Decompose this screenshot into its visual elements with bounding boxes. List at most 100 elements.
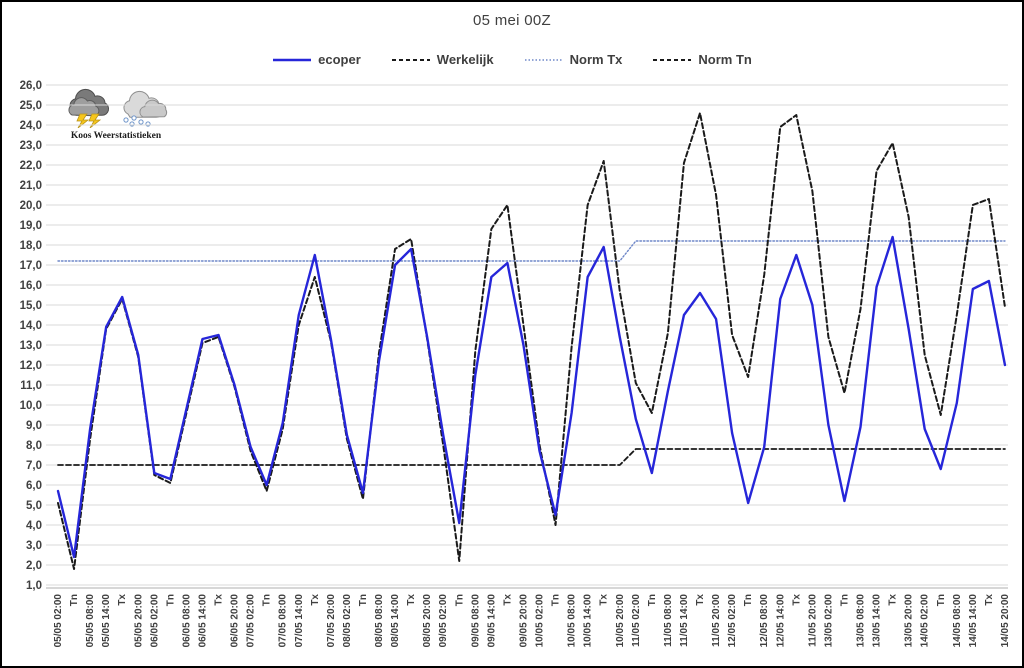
x-tick-label: Tx xyxy=(791,594,802,606)
y-tick-label: 17,0 xyxy=(20,260,42,272)
x-tick-label: 07/05 14:00 xyxy=(294,594,305,648)
y-tick-label: 10,0 xyxy=(20,400,42,412)
y-tick-label: 9,0 xyxy=(26,420,42,432)
x-tick-label: 05/05 14:00 xyxy=(101,594,112,648)
x-tick-label: 12/05 14:00 xyxy=(775,594,786,648)
y-tick-label: 12,0 xyxy=(20,360,42,372)
x-tick-label: Tn xyxy=(647,594,658,606)
y-tick-label: 14,0 xyxy=(20,320,42,332)
x-tick-label: Tn xyxy=(936,594,947,606)
x-tick-label: 14/05 02:00 xyxy=(920,594,931,648)
x-tick-label: 11/05 02:00 xyxy=(631,594,642,647)
x-tick-label: Tn xyxy=(69,594,80,606)
x-tick-label: 05/05 08:00 xyxy=(85,594,96,648)
x-tick-label: Tn xyxy=(165,594,176,606)
x-tick-label: 10/05 14:00 xyxy=(583,594,594,648)
y-tick-label: 15,0 xyxy=(20,300,42,312)
x-tick-label: 07/05 20:00 xyxy=(326,594,337,648)
chart-title: 05 mei 00Z xyxy=(472,12,552,29)
x-tick-label: 08/05 20:00 xyxy=(422,594,433,648)
x-tick-label: Tn xyxy=(358,594,369,606)
y-tick-label: 1,0 xyxy=(26,580,42,592)
x-tick-label: 07/05 02:00 xyxy=(246,594,257,648)
y-tick-label: 13,0 xyxy=(20,340,42,352)
x-tick-label: 10/05 02:00 xyxy=(535,594,546,648)
x-tick-label: Tx xyxy=(406,594,417,606)
legend-label: Werkelijk xyxy=(436,52,494,67)
storm-cloud-icon xyxy=(68,88,110,128)
x-tick-label: 05/05 20:00 xyxy=(133,594,144,648)
y-tick-label: 21,0 xyxy=(20,180,42,192)
x-tick-label: 14/05 20:00 xyxy=(1000,594,1011,648)
x-tick-label: Tn xyxy=(839,594,850,606)
y-tick-label: 6,0 xyxy=(26,480,42,492)
y-tick-label: 19,0 xyxy=(20,220,42,232)
logo-icons xyxy=(58,88,174,128)
x-tick-label: 09/05 02:00 xyxy=(438,594,449,648)
x-tick-label: Tx xyxy=(214,594,225,606)
solid-line-icon xyxy=(273,58,312,61)
legend: ecoper Werkelijk Norm Tx Norm Tn xyxy=(2,52,1022,67)
y-tick-label: 8,0 xyxy=(26,440,42,452)
x-tick-label: 06/05 02:00 xyxy=(149,594,160,648)
x-tick-label: 10/05 08:00 xyxy=(567,594,578,648)
x-tick-label: Tx xyxy=(310,594,321,606)
x-tick-label: Tx xyxy=(695,594,706,606)
legend-item-norm-tx: Norm Tx xyxy=(524,52,623,67)
x-tick-label: Tn xyxy=(262,594,273,606)
series-ecoper xyxy=(56,235,1007,559)
x-tick-label: 09/05 08:00 xyxy=(470,594,481,648)
legend-label: Norm Tn xyxy=(698,52,752,67)
x-tick-label: 05/05 02:00 xyxy=(53,594,64,648)
x-tick-label: 14/05 14:00 xyxy=(968,594,979,648)
x-tick-label: 13/05 02:00 xyxy=(823,594,834,648)
y-tick-label: 3,0 xyxy=(26,540,42,552)
legend-label: Norm Tx xyxy=(569,52,623,67)
x-tick-label: Tx xyxy=(888,594,899,606)
series-werkelijk xyxy=(57,112,1006,570)
x-tick-label: 12/05 02:00 xyxy=(727,594,738,648)
y-tick-label: 22,0 xyxy=(20,160,42,172)
x-tick-label: Tx xyxy=(502,594,513,606)
y-tick-label: 23,0 xyxy=(20,140,42,152)
x-tick-label: 14/05 08:00 xyxy=(952,594,963,648)
x-tick-label: Tx xyxy=(117,594,128,606)
x-tick-label: Tx xyxy=(984,594,995,606)
logo: Koos Weerstatistieken xyxy=(58,88,174,141)
x-tick-label: 11/05 20:00 xyxy=(711,594,722,647)
x-tick-label: 08/05 02:00 xyxy=(342,594,353,648)
dotted-line-icon xyxy=(524,58,563,61)
y-tick-label: 26,0 xyxy=(20,80,42,92)
y-tick-label: 11,0 xyxy=(20,380,42,392)
x-tick-label: 11/05 08:00 xyxy=(663,594,674,647)
y-tick-label: 2,0 xyxy=(26,560,42,572)
dashed-line-icon xyxy=(653,58,692,61)
x-tick-label: 08/05 08:00 xyxy=(374,594,385,648)
logo-text: Koos Weerstatistieken xyxy=(70,131,162,141)
x-tick-label: 13/05 08:00 xyxy=(856,594,867,648)
x-tick-label: 11/05 14:00 xyxy=(679,594,690,647)
x-tick-label: 12/05 08:00 xyxy=(759,594,770,648)
series-norm-tn xyxy=(57,448,1006,466)
y-tick-label: 5,0 xyxy=(26,500,42,512)
y-tick-label: 24,0 xyxy=(20,120,42,132)
x-tick-label: Tn xyxy=(743,594,754,606)
x-tick-label: 06/05 20:00 xyxy=(230,594,241,648)
y-tick-label: 4,0 xyxy=(26,520,42,532)
x-tick-label: 13/05 14:00 xyxy=(872,594,883,648)
x-tick-label: 07/05 08:00 xyxy=(278,594,289,648)
legend-item-ecoper: ecoper xyxy=(272,52,361,67)
x-tick-label: 10/05 20:00 xyxy=(615,594,626,648)
y-tick-label: 25,0 xyxy=(20,100,42,112)
series-norm-tx xyxy=(57,240,1006,262)
x-tick-label: 09/05 14:00 xyxy=(486,594,497,648)
legend-item-norm-tn: Norm Tn xyxy=(652,52,752,67)
hail-cloud-icon xyxy=(123,90,168,127)
x-tick-label: 06/05 08:00 xyxy=(181,594,192,648)
dashed-line-icon xyxy=(391,58,430,61)
y-tick-label: 7,0 xyxy=(26,460,42,472)
x-tick-label: Tn xyxy=(454,594,465,606)
x-tick-label: Tx xyxy=(599,594,610,606)
